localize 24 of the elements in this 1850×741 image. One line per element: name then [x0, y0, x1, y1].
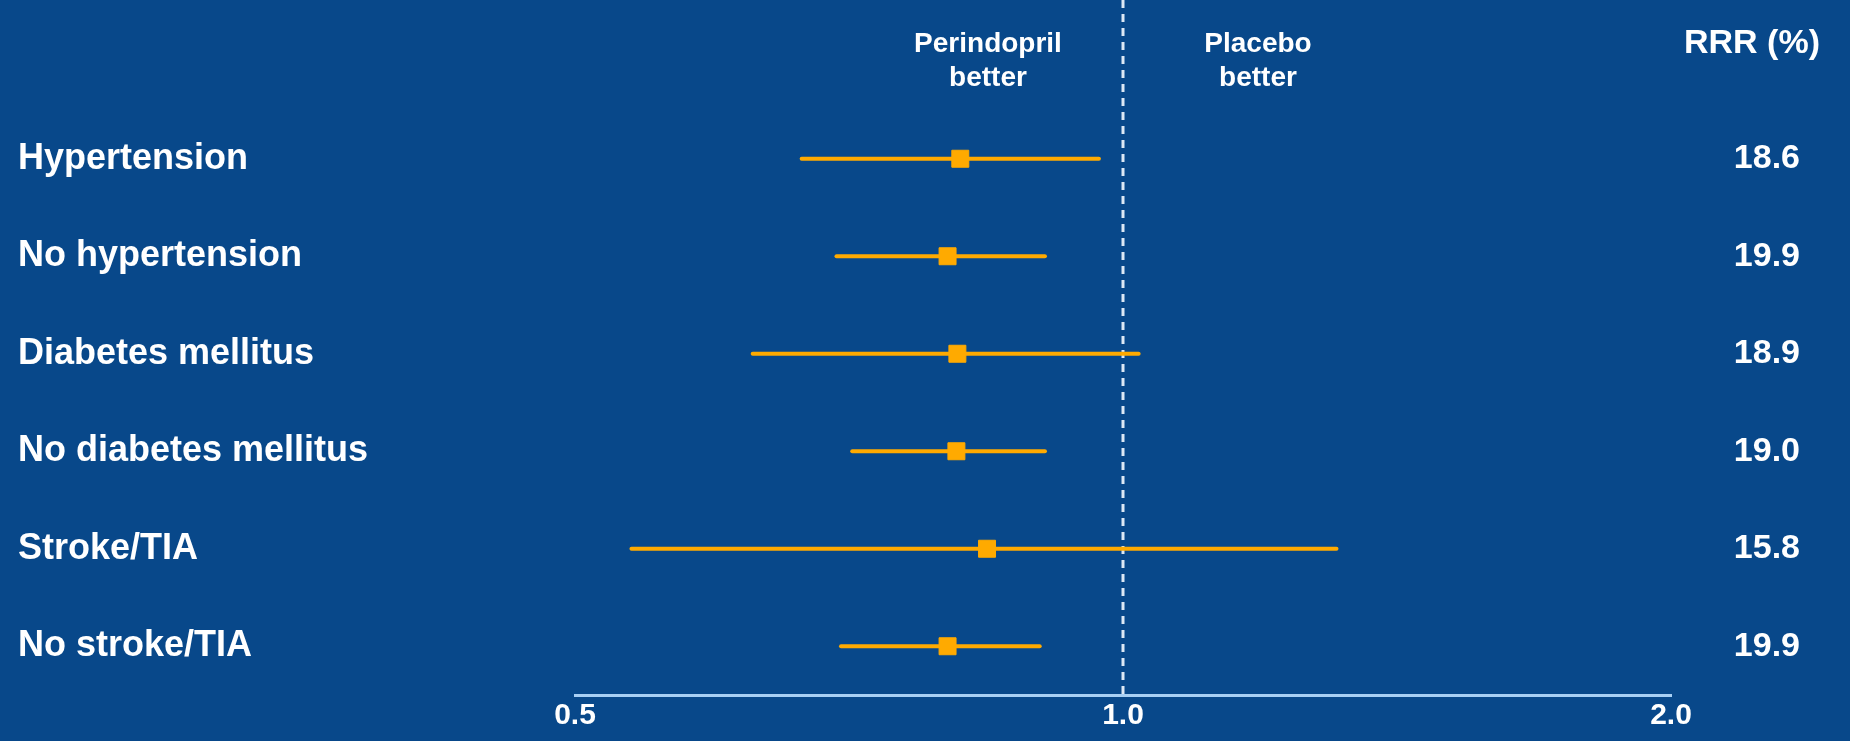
point — [948, 344, 967, 363]
point — [938, 637, 957, 656]
text: 18.9 — [1733, 332, 1800, 371]
text: 19.0 — [1733, 429, 1800, 468]
y-tick-label: Hypertension — [18, 135, 249, 177]
x-tick-label: 1.0 — [1102, 697, 1144, 731]
x-tick-label: 0.5 — [554, 697, 596, 731]
y-tick-label: No hypertension — [18, 233, 303, 275]
point — [951, 149, 970, 168]
y-tick-label: No stroke/TIA — [18, 623, 253, 665]
text: Perindopril better — [914, 26, 1062, 92]
y-tick-label: Stroke/TIA — [18, 525, 199, 567]
text: 19.9 — [1733, 624, 1800, 663]
text: 15.8 — [1733, 527, 1800, 566]
text: 18.6 — [1733, 137, 1800, 176]
point — [947, 442, 966, 461]
text: 19.9 — [1733, 234, 1800, 273]
text: Placebo better — [1204, 26, 1312, 92]
x-tick-label: 2.0 — [1650, 697, 1692, 731]
point — [938, 247, 957, 266]
point — [978, 539, 997, 558]
text: RRR (%) — [1684, 22, 1820, 61]
y-tick-label: Diabetes mellitus — [18, 330, 315, 372]
y-tick-label: No diabetes mellitus — [18, 428, 369, 470]
